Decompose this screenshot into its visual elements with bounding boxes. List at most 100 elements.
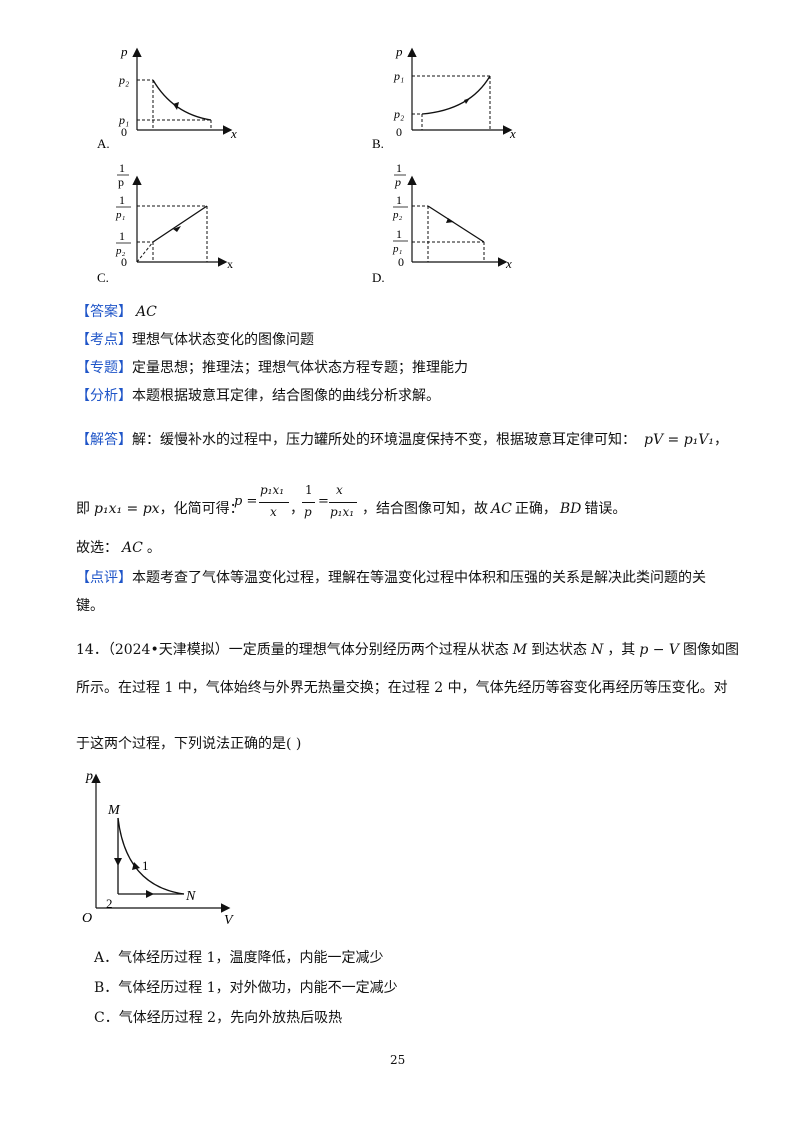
state-m: M — [512, 642, 528, 658]
q14-pv-graph: p V O M N 1 2 — [82, 769, 234, 928]
ac-value: AC — [491, 501, 512, 517]
wrong-text: 错误。 — [584, 501, 627, 517]
dianping-line1: 【点评】本题考查了气体等温变化过程，理解在等温变化过程中体积和压强的关系是解决此… — [76, 568, 706, 588]
origin-label: 0 — [121, 255, 127, 269]
curve — [421, 75, 491, 115]
frac2-den-l: p — [304, 505, 312, 519]
x-axis-label: x — [230, 126, 237, 141]
n-label: N — [185, 889, 196, 904]
simplify-text: ，化简可得： — [159, 501, 244, 517]
dianping-line2: 键。 — [76, 598, 104, 614]
graph-d: 1 p x 1 p₂ 1 p₁ 0 D. — [372, 162, 512, 285]
process-1-arrow — [132, 862, 140, 870]
y-axis-num: 1 — [396, 162, 402, 175]
tick1-num: 1 — [119, 193, 125, 207]
guxuan-value: AC — [122, 540, 143, 556]
graph-b: p x p₁ p₂ 0 B. — [372, 44, 516, 151]
option-b[interactable]: B．气体经历过程 1，对外做功，内能不一定减少 — [94, 978, 398, 998]
correct-text: 正确， — [514, 501, 557, 517]
formula-px: p₁x₁ = px — [94, 501, 160, 517]
kaodian-text: 理想气体状态变化的图像问题 — [132, 332, 314, 348]
q14-text: 到达状态 — [531, 642, 588, 658]
q14-line3: 于这两个过程，下列说法正确的是( ) — [76, 734, 301, 754]
p-low-label: p₂ — [393, 107, 404, 121]
direction-arrow — [173, 102, 179, 110]
m-label: M — [107, 803, 121, 818]
x-axis-label: x — [509, 126, 516, 141]
origin-label: 0 — [398, 255, 404, 269]
fraction-bar — [259, 502, 289, 503]
guxuan-line: 故选： AC。 — [76, 538, 161, 558]
y-axis-label: p — [120, 44, 128, 59]
line — [152, 205, 208, 243]
q14-text: 于这两个过程，下列说法正确的是 — [76, 736, 286, 752]
x-axis-label: x — [227, 257, 233, 271]
option-label: A. — [97, 136, 110, 151]
answer-paren: ( ) — [286, 736, 302, 752]
origin-label: 0 — [121, 125, 127, 139]
page-number: 25 — [390, 1053, 406, 1067]
p-high-label: p₁ — [393, 69, 404, 83]
q14-number: 14． — [76, 642, 108, 658]
p-low-label: p₁ — [118, 113, 129, 127]
p-high-label: p₂ — [118, 73, 129, 87]
option-text: 气体经历过程 1，温度降低，内能一定减少 — [118, 950, 384, 966]
q14-text: ，其 — [607, 642, 636, 658]
frac2-num-l: 1 — [305, 483, 313, 497]
direction-arrow — [173, 226, 181, 232]
option-a[interactable]: A．气体经历过程 1，温度降低，内能一定减少 — [94, 948, 383, 968]
option-label: B. — [372, 136, 384, 151]
y-axis-num: 1 — [119, 162, 125, 175]
comma: ， — [714, 432, 728, 448]
dashed-extension — [136, 241, 154, 263]
jieda-line2-start: 即 p₁x₁ = px，化简可得： — [76, 499, 244, 519]
zhuanti-line: 【专题】定量思想；推理法；理想气体状态方程专题；推理能力 — [76, 358, 468, 378]
option-label: B． — [94, 980, 119, 996]
frac1-num: p₁x₁ — [260, 483, 285, 497]
direction-arrow — [446, 218, 454, 223]
dianping-text: 本题考查了气体等温变化过程，理解在等温变化过程中体积和压强的关系是解决此类问题的… — [132, 570, 706, 586]
frac1-den: x — [270, 505, 277, 519]
process-2-arrow-down — [114, 858, 122, 866]
tick1-den: p₂ — [392, 209, 403, 221]
tick2-num: 1 — [119, 229, 125, 243]
answer-line: 【答案】 AC — [76, 302, 157, 322]
process-2-arrow-right — [146, 890, 154, 898]
origin-label: 0 — [396, 125, 402, 139]
bd-value: BD — [559, 501, 582, 517]
line — [427, 205, 485, 243]
q14-source: （2024•天津模拟） — [107, 642, 229, 658]
option-label: C. — [97, 270, 109, 285]
answer-value: AC — [136, 304, 157, 320]
y-axis-label: p — [395, 44, 403, 59]
p-label: p — [85, 769, 93, 784]
conclusion-text: ，结合图像可知，故 — [362, 501, 488, 517]
tick1-num: 1 — [396, 193, 402, 207]
frac2-den-r: p₁x₁ — [330, 505, 355, 519]
fraction-p: p = p₁x₁ x — [234, 482, 290, 522]
frac2-num-r: x — [336, 483, 343, 497]
q14-text: 图像如图 — [683, 642, 740, 658]
zhuanti-tag: 【专题】 — [76, 360, 132, 376]
x-axis-label: x — [505, 256, 512, 271]
y-axis-den: p — [394, 175, 401, 189]
fraction-bar — [329, 502, 357, 503]
jieda-line2-end: ，结合图像可知，故 AC 正确， BD 错误。 — [362, 499, 626, 519]
frac1-lhs: p = — [234, 494, 258, 509]
curve — [152, 79, 212, 121]
graph-a: p x p₂ p₁ 0 A. — [97, 44, 237, 151]
option-text: 气体经历过程 2，先向外放热后吸热 — [118, 1010, 343, 1026]
direction-arrow — [464, 98, 470, 104]
zhuanti-text: 定量思想；推理法；理想气体状态方程专题；推理能力 — [132, 360, 468, 376]
separator: ， — [290, 501, 304, 517]
q14-text: 一定质量的理想气体分别经历两个过程从状态 — [228, 642, 509, 658]
fraction-reciprocal: 1 p = x p₁x₁ — [302, 482, 362, 522]
tick2-den: p₁ — [392, 243, 403, 255]
ji-text: 即 — [76, 501, 90, 517]
option-label: D. — [372, 270, 385, 285]
kaodian-tag: 【考点】 — [76, 332, 132, 348]
jieda-tag: 【解答】 — [76, 432, 132, 448]
q14-line1: 14．（2024•天津模拟）一定质量的理想气体分别经历两个过程从状态 M 到达状态 N… — [76, 640, 739, 660]
option-c[interactable]: C．气体经历过程 2，先向外放热后吸热 — [94, 1008, 342, 1028]
fenxi-line: 【分析】本题根据玻意耳定律，结合图像的曲线分析求解。 — [76, 386, 440, 406]
